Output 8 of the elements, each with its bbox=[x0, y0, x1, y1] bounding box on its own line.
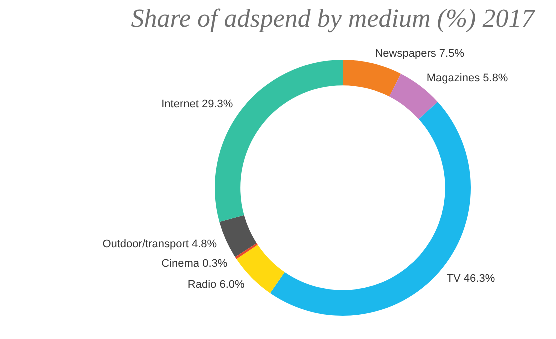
slice-label: Radio 6.0% bbox=[188, 278, 246, 291]
slice-label: Outdoor/transport 4.8% bbox=[102, 238, 218, 250]
chart-title: Share of adspend by medium (%) 2017 bbox=[130, 4, 537, 34]
slice-label: Cinema 0.3% bbox=[162, 258, 228, 270]
slice-label: Newspapers 7.5% bbox=[375, 48, 465, 60]
slice-label: Magazines 5.8% bbox=[426, 72, 508, 84]
slice-label: TV 46.3% bbox=[446, 272, 496, 285]
slice-label: Internet 29.3% bbox=[162, 98, 234, 110]
